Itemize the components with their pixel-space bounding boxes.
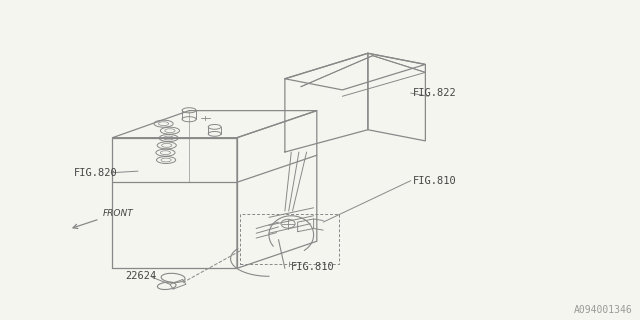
- Text: FRONT: FRONT: [103, 209, 134, 218]
- Text: FIG.820: FIG.820: [74, 168, 118, 178]
- Text: FIG.810: FIG.810: [291, 262, 335, 272]
- Text: FIG.810: FIG.810: [413, 176, 456, 186]
- Text: FIG.822: FIG.822: [413, 88, 456, 98]
- Text: 22624: 22624: [125, 271, 156, 281]
- Text: A094001346: A094001346: [574, 305, 633, 315]
